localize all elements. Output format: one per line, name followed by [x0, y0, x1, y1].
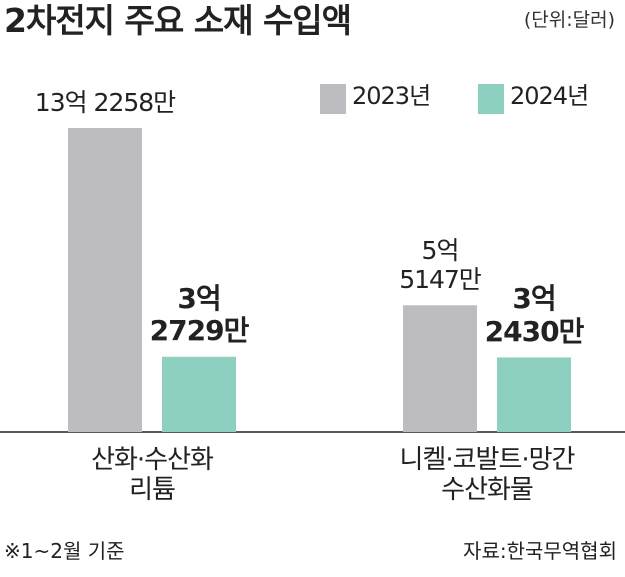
legend-label: 2024년	[510, 82, 589, 110]
unit: (단위:달러)	[523, 9, 615, 31]
legend-swatch	[478, 84, 504, 114]
value-label: 3억 2729만	[149, 281, 250, 347]
bar	[68, 128, 142, 432]
value-label: 5억 5147만	[399, 236, 482, 294]
x-tick-label: 산화·수산화 리튬	[91, 445, 214, 505]
bar	[403, 305, 477, 432]
legend-label: 2023년	[352, 82, 431, 110]
x-tick-label: 니켈·코발트·망간 수산화물	[399, 445, 576, 505]
chart-title: 2차전지 주요 소재 수입액	[4, 1, 352, 40]
note: ※1~2월 기준	[4, 539, 125, 563]
value-label: 3억 2430만	[484, 282, 585, 348]
source: 자료:한국무역협회	[463, 539, 617, 563]
bar	[497, 357, 571, 432]
legend-swatch	[320, 84, 346, 114]
value-label: 13억 2258만	[34, 88, 176, 117]
bar	[162, 356, 236, 432]
